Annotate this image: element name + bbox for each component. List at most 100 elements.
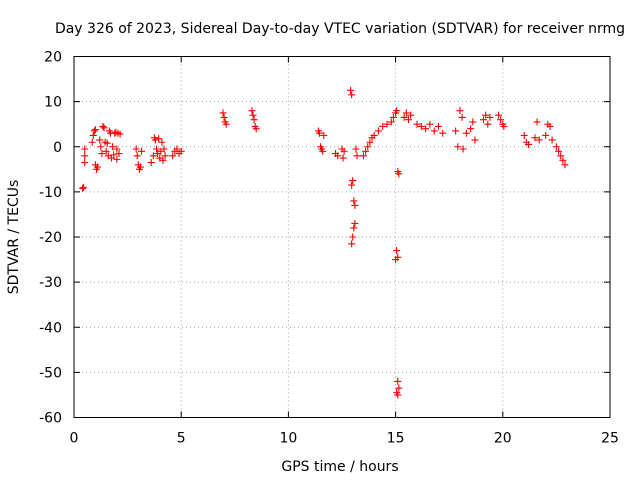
data-point xyxy=(97,143,105,151)
x-tick-label: 0 xyxy=(70,431,79,447)
data-point xyxy=(456,107,464,115)
data-point xyxy=(548,136,556,144)
data-point xyxy=(149,152,157,160)
data-point xyxy=(250,116,258,124)
data-point xyxy=(394,391,402,399)
data-point xyxy=(81,159,89,167)
data-point xyxy=(173,145,181,153)
data-point xyxy=(136,163,144,171)
y-tick-label: -40 xyxy=(39,320,62,336)
data-point xyxy=(249,111,257,119)
data-point xyxy=(315,129,323,137)
data-point xyxy=(98,150,106,158)
data-point xyxy=(533,118,541,126)
data-point xyxy=(320,131,328,139)
data-point xyxy=(351,219,359,227)
data-point xyxy=(535,136,543,144)
data-point xyxy=(392,256,400,264)
data-point xyxy=(319,147,327,155)
data-point xyxy=(407,111,415,119)
data-point xyxy=(138,147,146,155)
data-point xyxy=(151,136,159,144)
data-point xyxy=(350,197,358,205)
data-point xyxy=(497,116,505,124)
data-point xyxy=(366,138,374,146)
data-point xyxy=(352,145,360,153)
data-point xyxy=(459,145,467,153)
data-point xyxy=(158,138,166,146)
data-point xyxy=(389,113,397,121)
data-point xyxy=(339,154,347,162)
data-point xyxy=(417,122,425,130)
data-point xyxy=(349,177,357,185)
data-point xyxy=(100,124,108,132)
data-point xyxy=(546,122,554,130)
data-point xyxy=(404,116,412,124)
data-point xyxy=(348,240,356,248)
data-point xyxy=(364,143,372,151)
data-point xyxy=(394,377,402,385)
grid xyxy=(74,56,610,418)
data-point xyxy=(113,155,121,163)
data-point xyxy=(480,116,488,124)
data-point xyxy=(542,131,550,139)
data-point xyxy=(471,136,479,144)
data-point xyxy=(555,147,563,155)
data-point xyxy=(395,384,403,392)
data-point xyxy=(469,118,477,126)
y-axis-label: SDTVAR / TECUs xyxy=(6,180,22,295)
data-point xyxy=(370,131,378,139)
data-point xyxy=(81,145,89,153)
data-point xyxy=(91,126,99,134)
y-tick-label: -20 xyxy=(39,230,62,246)
data-point xyxy=(340,147,348,155)
y-tick-label: 10 xyxy=(44,95,62,111)
data-point xyxy=(132,145,140,153)
data-point xyxy=(116,130,124,138)
axis-ticks: 0 5 10 15 20 25 20 10 0 -10 -20 -30 -40 -50 -60 xyxy=(39,50,619,447)
data-point xyxy=(454,143,462,151)
data-point xyxy=(439,129,447,137)
y-tick-label: -30 xyxy=(39,275,62,291)
data-point xyxy=(159,156,167,164)
data-point xyxy=(219,109,227,117)
data-point xyxy=(109,143,117,151)
data-point xyxy=(486,113,494,121)
y-tick-label: 20 xyxy=(44,50,62,66)
y-tick-label: -50 xyxy=(39,365,62,381)
data-point xyxy=(113,145,121,153)
data-point xyxy=(387,118,395,126)
data-point xyxy=(520,131,528,139)
data-point xyxy=(248,107,256,115)
y-tick-label: -60 xyxy=(39,411,62,427)
data-point xyxy=(160,145,168,153)
data-point xyxy=(110,151,118,159)
data-point xyxy=(96,136,104,144)
data-point xyxy=(334,152,342,160)
data-point xyxy=(495,111,503,119)
data-point xyxy=(484,120,492,128)
data-point xyxy=(102,147,110,155)
data-point xyxy=(177,147,185,155)
data-point xyxy=(81,152,89,160)
data-point xyxy=(153,145,161,153)
data-point xyxy=(155,135,163,143)
data-point xyxy=(220,113,228,121)
chart-title: Day 326 of 2023, Sidereal Day-to-day VTE… xyxy=(55,21,625,37)
data-point xyxy=(348,91,356,99)
data-point xyxy=(80,183,88,191)
data-point xyxy=(147,159,155,167)
data-point xyxy=(103,139,111,147)
data-point xyxy=(90,127,98,135)
data-point xyxy=(482,111,490,119)
data-point xyxy=(462,129,470,137)
data-point xyxy=(88,138,96,146)
y-tick-label: 0 xyxy=(53,140,62,156)
x-axis-label: GPS time / hours xyxy=(281,459,398,475)
data-point xyxy=(362,147,370,155)
data-point xyxy=(115,150,123,158)
data-point xyxy=(422,125,430,133)
data-point xyxy=(402,109,410,117)
data-point xyxy=(557,152,565,160)
data-point xyxy=(99,122,107,130)
